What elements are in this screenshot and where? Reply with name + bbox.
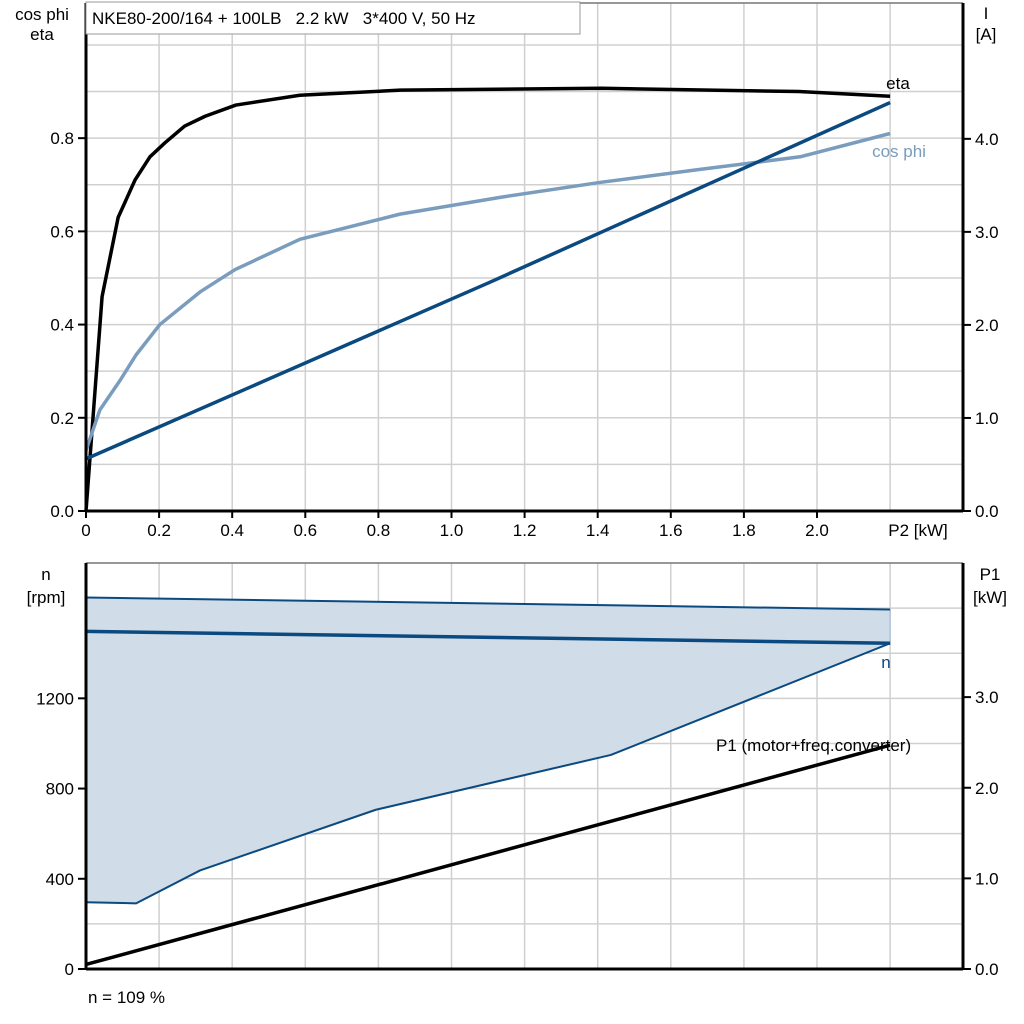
- operating-range-area: [86, 597, 891, 904]
- left-tick-label: 1200: [36, 689, 74, 708]
- x-axis-label: P2 [kW]: [888, 521, 948, 540]
- title-box: [85, 1, 581, 35]
- n-label: n: [881, 653, 890, 672]
- eta-label: eta: [886, 74, 910, 93]
- right-tick-label: 3.0: [975, 223, 999, 242]
- right-tick-label: 1.0: [975, 409, 999, 428]
- right-tick-label: 2.0: [975, 316, 999, 335]
- bottom-left-axis-label-2: [rpm]: [27, 588, 66, 607]
- left-tick-label: 0.6: [50, 222, 74, 241]
- series-line-p1-motor-freq-converter-: [85, 743, 891, 967]
- top-right-axis-label-2: [A]: [976, 25, 997, 44]
- x-tick-label: 1.0: [440, 521, 464, 540]
- x-tick-label: 0.8: [367, 521, 391, 540]
- right-tick-label: 0.0: [975, 502, 999, 521]
- footnote: n = 109 %: [88, 988, 165, 1007]
- x-tick-label: 1.8: [732, 521, 756, 540]
- top-left-axis-label-1: cos phi: [15, 5, 69, 24]
- right-tick-label: 0.0: [975, 960, 999, 979]
- right-tick-label: 4.0: [975, 130, 999, 149]
- left-tick-label: 0.0: [50, 502, 74, 521]
- bottom-right-axis-label-1: P1: [980, 565, 1001, 584]
- x-tick-label: 0.4: [220, 521, 244, 540]
- x-tick-label: 1.2: [513, 521, 537, 540]
- left-tick-label: 0.2: [50, 409, 74, 428]
- top-grid: [86, 2, 963, 511]
- p1-label: P1 (motor+freq.converter): [716, 736, 911, 755]
- x-tick-label: 0: [81, 521, 90, 540]
- x-tick-label: 0.2: [147, 521, 171, 540]
- bottom-left-axis-label-1: n: [41, 565, 50, 584]
- top-right-axis-label-1: I: [984, 4, 989, 23]
- right-tick-label: 2.0: [975, 779, 999, 798]
- x-tick-label: 1.4: [586, 521, 610, 540]
- series-line-i: [85, 100, 891, 461]
- series-line-n-max: [85, 596, 891, 611]
- cos-phi-label: cos phi: [872, 142, 926, 161]
- left-tick-label: 0.4: [50, 316, 74, 335]
- right-tick-label: 3.0: [975, 688, 999, 707]
- series-line-cos-phi: [84, 131, 891, 451]
- top-left-axis-label-2: eta: [30, 25, 54, 44]
- series-line-n: [85, 629, 891, 646]
- x-tick-label: 2.0: [805, 521, 829, 540]
- x-tick-label: 1.6: [659, 521, 683, 540]
- bottom-right-axis-label-2: [kW]: [973, 588, 1007, 607]
- left-tick-label: 800: [46, 780, 74, 799]
- x-tick-label: 0.6: [293, 521, 317, 540]
- left-tick-label: 400: [46, 870, 74, 889]
- series-line-n-min: [85, 642, 891, 905]
- left-tick-label: 0: [65, 960, 74, 979]
- chart-title: NKE80-200/164 + 100LB 2.2 kW 3*400 V, 50…: [92, 9, 476, 28]
- series-line-eta: [84, 86, 891, 512]
- left-tick-label: 0.8: [50, 129, 74, 148]
- right-tick-label: 1.0: [975, 869, 999, 888]
